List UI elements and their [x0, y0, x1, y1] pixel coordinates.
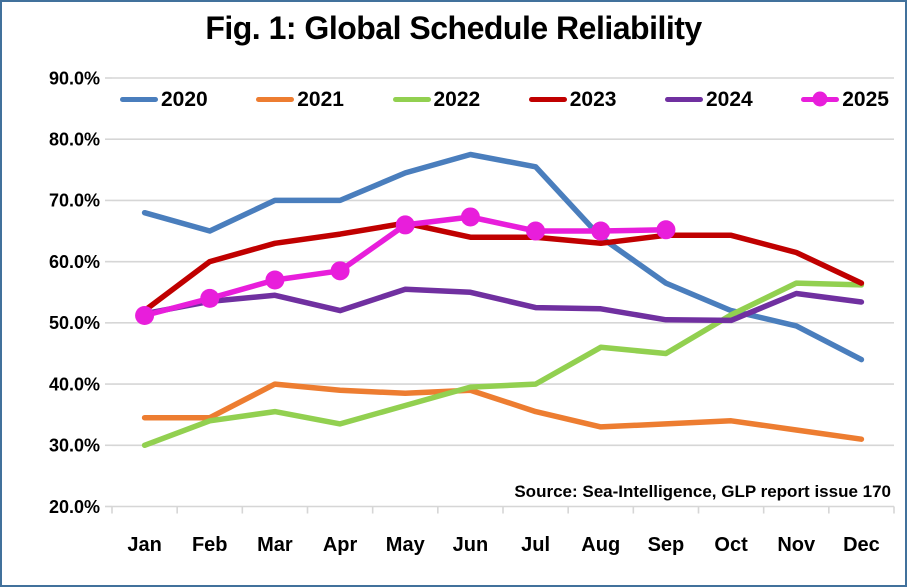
- chart-title: Fig. 1: Global Schedule Reliability: [205, 10, 702, 46]
- legend-label: 2020: [161, 87, 208, 111]
- series-marker-2025: [395, 215, 415, 235]
- series-line-2021: [141, 381, 865, 442]
- series-marker-2025: [526, 221, 546, 241]
- legend: 2020 2021 2022 2023 2024 2025: [120, 86, 889, 112]
- legend-label: 2023: [569, 87, 617, 111]
- x-axis-label: Oct: [714, 534, 748, 556]
- x-axis-label: Sep: [648, 534, 685, 556]
- legend-swatch-2025: [801, 91, 840, 107]
- legend-item-2021: 2021: [256, 89, 344, 110]
- legend-item-2020: 2020: [120, 89, 208, 110]
- y-axis-label: 30.0%: [49, 436, 100, 456]
- legend-marker-2025: [812, 91, 828, 107]
- x-axis-label: Mar: [257, 534, 293, 556]
- series-marker-2025: [265, 270, 285, 290]
- x-axis-label: Jul: [521, 534, 550, 556]
- y-axis-label: 90.0%: [49, 68, 100, 88]
- y-axis-label: 70.0%: [49, 191, 100, 211]
- y-axis-label: 50.0%: [49, 313, 100, 333]
- legend-swatch-2022: [392, 96, 431, 102]
- series-marker-2025: [656, 220, 676, 240]
- y-axis-label: 40.0%: [49, 374, 100, 394]
- legend-swatch-2024: [665, 96, 703, 102]
- series-marker-2025: [135, 306, 155, 326]
- legend-label: 2022: [433, 87, 481, 111]
- series-line-2022: [141, 280, 865, 449]
- x-axis-label: Aug: [581, 534, 620, 556]
- x-axis-label: Feb: [192, 534, 228, 556]
- x-axis-label: Apr: [323, 534, 358, 556]
- legend-item-2023: 2023: [528, 87, 617, 111]
- source-note: Source: Sea-Intelligence, GLP report iss…: [514, 482, 891, 501]
- legend-label: 2024: [706, 87, 753, 111]
- legend-label: 2021: [297, 87, 344, 111]
- legend-item-2024: 2024: [665, 89, 753, 110]
- legend-item-2025: 2025: [801, 89, 889, 110]
- x-axis-label: May: [386, 534, 426, 556]
- legend-swatch-2020: [120, 96, 158, 102]
- y-axis-label: 60.0%: [49, 252, 100, 272]
- x-axis-label: Dec: [843, 534, 880, 556]
- legend-swatch-2023: [528, 96, 567, 102]
- x-axis-label: Jan: [127, 534, 161, 556]
- legend-item-2022: 2022: [392, 87, 481, 111]
- series-marker-2025: [330, 261, 350, 281]
- legend-swatch-2021: [256, 96, 295, 102]
- x-axis-label: Jun: [453, 534, 489, 556]
- y-axis-label: 80.0%: [49, 130, 100, 150]
- y-axis-label: 20.0%: [49, 497, 100, 517]
- series-marker-2025: [460, 207, 480, 227]
- series-marker-2025: [200, 288, 220, 308]
- series-line-2020: [141, 151, 865, 363]
- x-axis-label: Nov: [777, 534, 816, 556]
- legend-label: 2025: [842, 87, 889, 111]
- series-line-2023: [141, 220, 865, 314]
- series-line-2024: [141, 286, 865, 324]
- series-marker-2025: [591, 221, 611, 241]
